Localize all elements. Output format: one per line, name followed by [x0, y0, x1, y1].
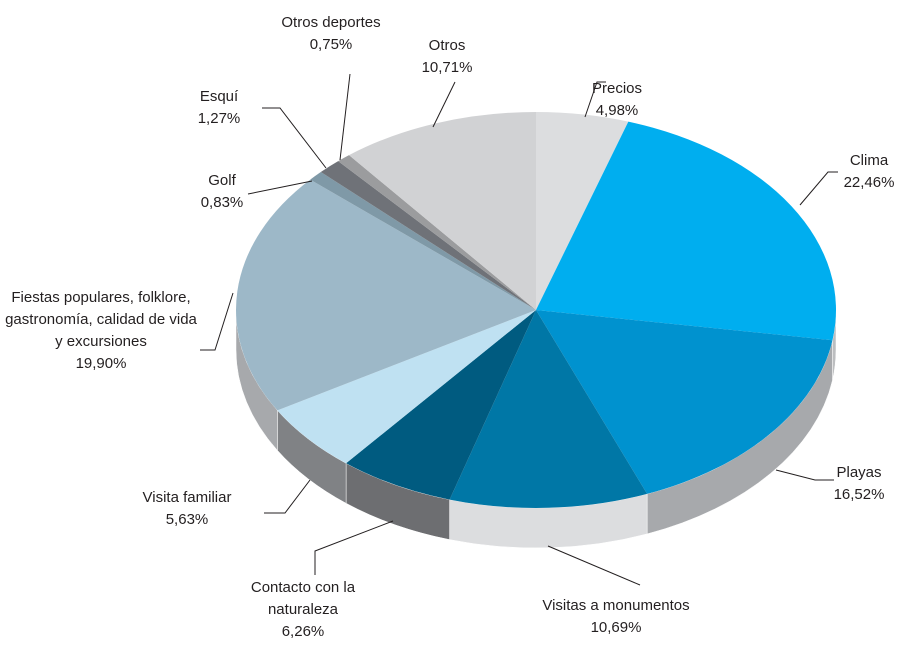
slice: [349, 112, 536, 310]
slice-label: Fiestas populares, folklore, gastronomía…: [1, 287, 201, 375]
slice-label: Visita familiar 5,63%: [107, 487, 267, 531]
category-label: Visita familiar: [142, 489, 232, 506]
leader-line: [584, 81, 606, 118]
value-label: 16,52%: [833, 486, 885, 503]
slice-label: Visitas a monumentos 10,69%: [506, 595, 726, 639]
category-label: Precios: [591, 80, 643, 97]
slice: [320, 161, 536, 310]
leader-line: [262, 107, 327, 169]
value-label: 19,90%: [75, 355, 127, 372]
slice-label: Precios 4,98%: [557, 78, 677, 122]
slice: [310, 172, 536, 310]
slice: [536, 310, 833, 494]
slice-label: Otros 10,71%: [397, 35, 497, 79]
slice-label: Otros deportes 0,75%: [261, 12, 401, 56]
value-label: 4,98%: [595, 102, 639, 119]
value-label: 22,46%: [843, 174, 895, 191]
value-label: 10,71%: [421, 59, 473, 76]
leader-line: [432, 81, 456, 128]
slice-label: Playas 16,52%: [799, 462, 908, 506]
slice: [277, 310, 536, 464]
value-label: 0,75%: [309, 36, 353, 53]
slice-label: Clima 22,46%: [809, 150, 908, 194]
slice: [346, 310, 536, 500]
slice: [449, 310, 648, 509]
category-label: Golf: [208, 172, 236, 189]
value-label: 5,63%: [165, 511, 209, 528]
leader-line: [247, 180, 313, 195]
category-label: Clima: [849, 152, 889, 169]
category-label: Contacto con la naturaleza: [250, 579, 356, 618]
slice-label: Esquí 1,27%: [179, 86, 259, 130]
category-label: Esquí: [199, 88, 239, 105]
category-label: Otros: [428, 37, 466, 54]
leader-line: [200, 292, 234, 351]
leader-line: [775, 469, 834, 481]
leader-line: [799, 171, 838, 206]
slice: [235, 179, 536, 411]
category-label: Fiestas populares, folklore, gastronomía…: [5, 289, 197, 350]
slice-side: [235, 309, 278, 452]
slice-label: Golf 0,83%: [182, 170, 262, 214]
value-label: 1,27%: [197, 110, 241, 127]
slice: [338, 155, 536, 310]
leader-line: [339, 73, 351, 161]
leader-line: [314, 520, 394, 575]
slice: [536, 121, 836, 341]
category-label: Otros deportes: [281, 14, 381, 31]
value-label: 6,26%: [281, 623, 325, 640]
slice-label: Contacto con la naturaleza 6,26%: [228, 577, 378, 643]
leader-line: [547, 545, 641, 586]
slice: [536, 112, 629, 310]
category-label: Playas: [836, 464, 882, 481]
category-label: Visitas a monumentos: [542, 597, 690, 614]
leader-line: [264, 479, 311, 514]
value-label: 0,83%: [200, 194, 244, 211]
value-label: 10,69%: [590, 619, 642, 636]
